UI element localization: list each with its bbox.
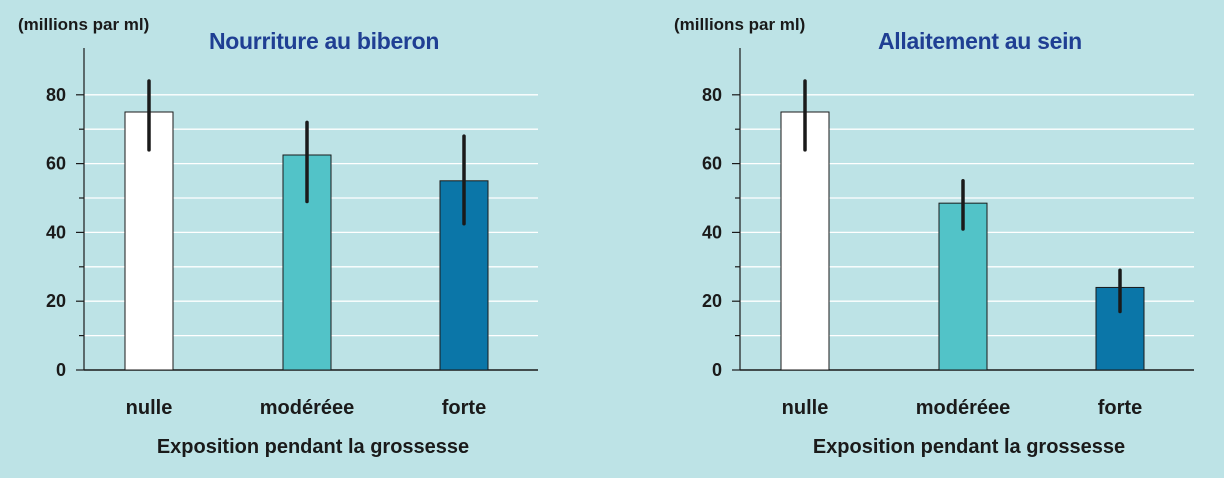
y-tick-label: 20 [46,291,66,311]
unit-label: (millions par ml) [674,15,806,34]
bar-modéréee [938,202,988,371]
y-tick-label: 20 [702,291,722,311]
chart-title: Allaitement au sein [878,28,1082,54]
y-tick-label: 80 [702,85,722,105]
bar-nulle [780,111,830,371]
y-tick-label: 0 [712,360,722,380]
chart-plot: 0 20 40 60 80 nulle modéréee forte [46,48,538,419]
x-tick-label: modéréee [260,397,355,419]
x-tick-label: nulle [126,397,173,419]
x-tick-label: nulle [782,397,829,419]
x-tick-label: forte [442,397,486,419]
x-axis-label: Exposition pendant la grossesse [156,436,470,458]
y-tick-label: 0 [56,360,66,380]
y-tick-label: 80 [46,85,66,105]
y-tick-label: 40 [46,222,66,242]
chart-panel-biberon: 0 20 40 60 80 nulle modéréee forte (millions pa… [0,0,600,478]
y-tick-label: 60 [46,154,66,174]
chart-panel-sein: 0 20 40 60 80 nulle modéréee forte (millions pa… [656,0,1224,478]
chart-plot: 0 20 40 60 80 nulle modéréee forte [702,48,1194,419]
x-tick-label: modéréee [916,397,1011,419]
y-tick-label: 60 [702,154,722,174]
x-tick-label: forte [1098,397,1142,419]
chart-title: Nourriture au biberon [209,28,440,54]
x-axis-label: Exposition pendant la grossesse [812,436,1126,458]
unit-label: (millions par ml) [18,15,150,34]
y-tick-label: 40 [702,222,722,242]
